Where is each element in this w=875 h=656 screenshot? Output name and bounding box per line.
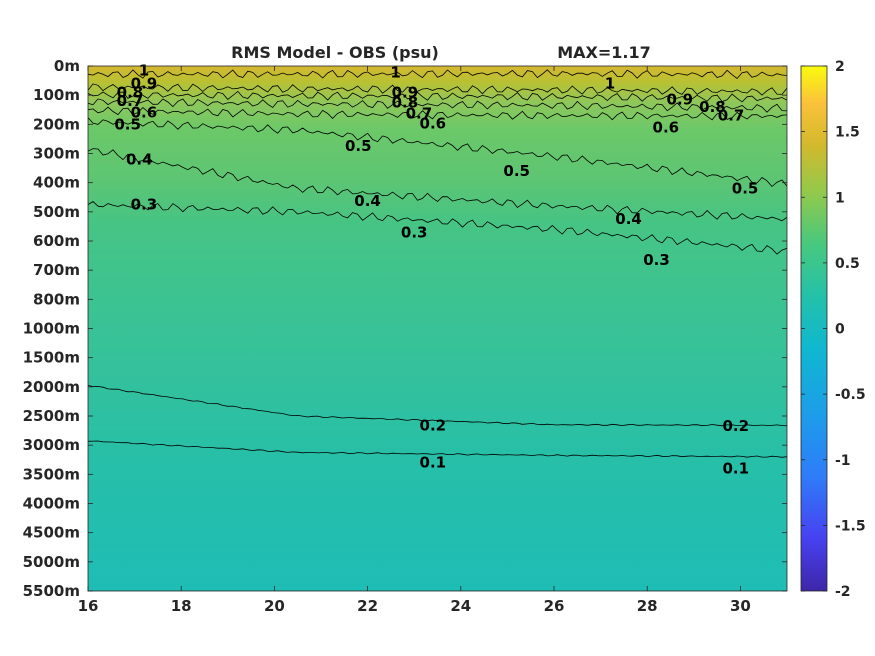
x-tick-label: 18	[171, 597, 192, 615]
contour-line	[88, 200, 787, 255]
heatmap-field	[88, 66, 787, 591]
y-tick-label: 5500m	[23, 582, 80, 600]
contour-label: 0.2	[420, 416, 447, 434]
y-tick-label: 2000m	[23, 378, 80, 396]
contour-label: 0.5	[114, 115, 141, 133]
contour-label: 0.3	[401, 223, 428, 241]
contour-label: 0.9	[667, 91, 694, 109]
colorbar-tick-label: 0	[835, 322, 845, 338]
max-value-label: MAX=1.17	[557, 43, 651, 62]
contour-label: 1	[390, 63, 400, 81]
contour-label: 0.7	[406, 104, 433, 122]
colorbar-gradient	[800, 65, 828, 592]
contour-label: 0.3	[131, 196, 158, 214]
contour-line	[88, 440, 787, 458]
colorbar-tick-label: -1.5	[835, 518, 866, 534]
x-tick-label: 30	[730, 597, 751, 615]
y-tick-label: 700m	[33, 261, 80, 279]
contour-label: 1	[605, 75, 615, 93]
x-tick-label: 16	[78, 597, 99, 615]
contour-label: 0.6	[131, 104, 158, 122]
contour-line	[88, 69, 787, 80]
x-tick-label: 28	[637, 597, 658, 615]
contour-line	[88, 117, 787, 188]
contour-line	[88, 106, 787, 121]
colorbar-tick-label: 2	[835, 59, 845, 75]
contour-label: 0.7	[718, 107, 745, 125]
chart-title: RMS Model - OBS (psu)	[231, 43, 439, 62]
contour-line	[88, 148, 787, 222]
contour-label: 0.4	[126, 150, 153, 168]
y-tick-label: 1500m	[23, 349, 80, 367]
contour-label: 0.7	[117, 92, 144, 110]
y-tick-label: 500m	[33, 203, 80, 221]
colorbar-ticks: 2 1.5 1 0.5 0 -0.5 -1 -1.5 -2	[801, 59, 866, 600]
contour-label: 0.4	[354, 192, 381, 210]
contour-label: 0.1	[722, 460, 749, 478]
y-tick-label: 600m	[33, 232, 80, 250]
contour-line	[88, 90, 787, 103]
y-axis-ticks: 0m 100m 200m 300m 400m 500m 600m 700m 800m 1000m 1…	[23, 57, 787, 600]
x-tick-label: 22	[357, 597, 378, 615]
contour-lines	[88, 69, 787, 458]
contour-line	[88, 83, 787, 96]
contour-label: 1	[139, 61, 149, 79]
contour-label: 0.4	[615, 210, 642, 228]
contour-label: 0.9	[392, 83, 419, 101]
colorbar-tick-label: 0.5	[835, 256, 860, 272]
y-tick-label: 2500m	[23, 407, 80, 425]
y-tick-label: 300m	[33, 145, 80, 163]
plot-area: 10.90.80.70.60.50.40.310.90.80.70.60.50.…	[87, 61, 788, 592]
contour-label: 0.8	[699, 98, 726, 116]
colorbar-tick-label: 1	[835, 190, 845, 206]
contour-line	[88, 385, 787, 427]
contour-label: 0.6	[653, 118, 680, 136]
contour-label: 0.8	[117, 83, 144, 101]
contour-line	[88, 98, 787, 113]
x-tick-label: 26	[544, 597, 565, 615]
contour-label: 0.8	[392, 93, 419, 111]
contour-label: 0.1	[420, 454, 447, 472]
contour-label: 0.5	[732, 180, 759, 198]
contour-label: 0.9	[131, 75, 158, 93]
y-tick-label: 4000m	[23, 495, 80, 513]
y-tick-label: 400m	[33, 174, 80, 192]
x-axis-ticks: 16 18 20 22 24 26 28 30	[78, 66, 751, 615]
y-tick-label: 800m	[33, 290, 80, 308]
colorbar-tick-label: -2	[835, 584, 851, 600]
contour-label: 0.2	[722, 417, 749, 435]
y-tick-label: 200m	[33, 115, 80, 133]
contour-label: 0.5	[345, 137, 372, 155]
contour-labels: 10.90.80.70.60.50.40.310.90.80.70.60.50.…	[114, 61, 758, 477]
y-tick-label: 100m	[33, 86, 80, 104]
x-tick-label: 24	[450, 597, 471, 615]
colorbar-tick-label: -1	[835, 453, 851, 469]
contour-label: 0.3	[643, 251, 670, 269]
colorbar-tick-label: 1.5	[835, 125, 860, 141]
x-tick-label: 20	[264, 597, 285, 615]
y-tick-label: 1000m	[23, 320, 80, 338]
colorbar: 2 1.5 1 0.5 0 -0.5 -1 -1.5 -2	[800, 59, 866, 600]
y-tick-label: 0m	[54, 57, 80, 75]
y-tick-label: 5000m	[23, 553, 80, 571]
y-tick-label: 3500m	[23, 465, 80, 483]
y-tick-label: 4500m	[23, 524, 80, 542]
y-tick-label: 3000m	[23, 436, 80, 454]
colorbar-tick-label: -0.5	[835, 387, 866, 403]
contour-label: 0.6	[420, 114, 447, 132]
contour-label: 0.5	[503, 162, 530, 180]
